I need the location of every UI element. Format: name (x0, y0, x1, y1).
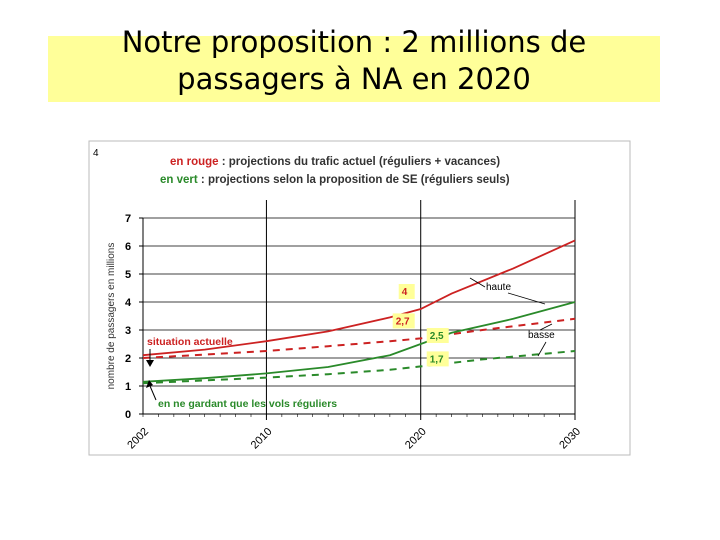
value-label: 2,5 (430, 331, 444, 342)
y-tick-label: 0 (125, 409, 131, 421)
series-line-red_haute (142, 239, 576, 357)
y-tick-label: 5 (125, 269, 131, 281)
series-line-red_basse (142, 317, 576, 359)
y-tick-label: 2 (125, 353, 131, 365)
corner-label: 4 (93, 148, 99, 159)
title-line-1: Notre proposition : 2 millions de (121, 25, 587, 59)
value-label-box (426, 351, 449, 367)
value-label-box (426, 328, 449, 343)
annotation-regular-only: en ne gardant que les vols réguliers (158, 398, 337, 410)
value-label: 1,7 (430, 354, 444, 365)
legend-green: en vert : projections selon la propositi… (160, 174, 510, 186)
value-label-box (398, 284, 415, 299)
series-line-green_haute (142, 301, 576, 383)
annotation-basse: basse (528, 330, 555, 341)
leader-haute-red (469, 277, 486, 288)
value-label-box (392, 313, 415, 329)
leader-basse-green (537, 341, 547, 357)
value-label: 4 (402, 287, 408, 298)
series-lines (142, 239, 576, 385)
slide-title: Notre proposition : 2 millions de passag… (48, 24, 660, 98)
legend-green-text: : projections selon la proposition de SE… (198, 174, 510, 186)
y-tick-label: 6 (125, 241, 131, 253)
leader-basse-red (539, 323, 553, 331)
arrow-regular-only (149, 385, 157, 401)
annotation-current-situation: situation actuelle (147, 336, 233, 348)
y-tick-label: 4 (125, 297, 132, 309)
y-tick-label: 7 (125, 213, 131, 225)
legend-red-text: : projections du trafic actuel (régulier… (219, 156, 501, 168)
legend-red: en rouge : projections du trafic actuel … (170, 156, 500, 168)
arrowhead-current-situation (146, 360, 154, 367)
title-line-2: passagers à NA en 2020 (177, 62, 531, 96)
annotations: situation actuelle en ne gardant que les … (146, 277, 555, 410)
chart-frame (88, 140, 631, 456)
y-axis-label: nombre de passagers en millions (106, 243, 117, 390)
arrowhead-regular-only (146, 380, 153, 388)
series-line-green_basse (142, 350, 576, 385)
title-band (48, 36, 660, 102)
y-tick-label: 3 (125, 325, 131, 337)
value-label: 2,7 (396, 316, 410, 327)
legend-green-prefix: en vert (160, 174, 198, 186)
leader-haute-green (507, 292, 546, 305)
gridlines (143, 200, 576, 420)
y-tick-label: 1 (125, 381, 131, 393)
annotation-haute: haute (486, 282, 511, 293)
legend-red-prefix: en rouge (170, 156, 219, 168)
